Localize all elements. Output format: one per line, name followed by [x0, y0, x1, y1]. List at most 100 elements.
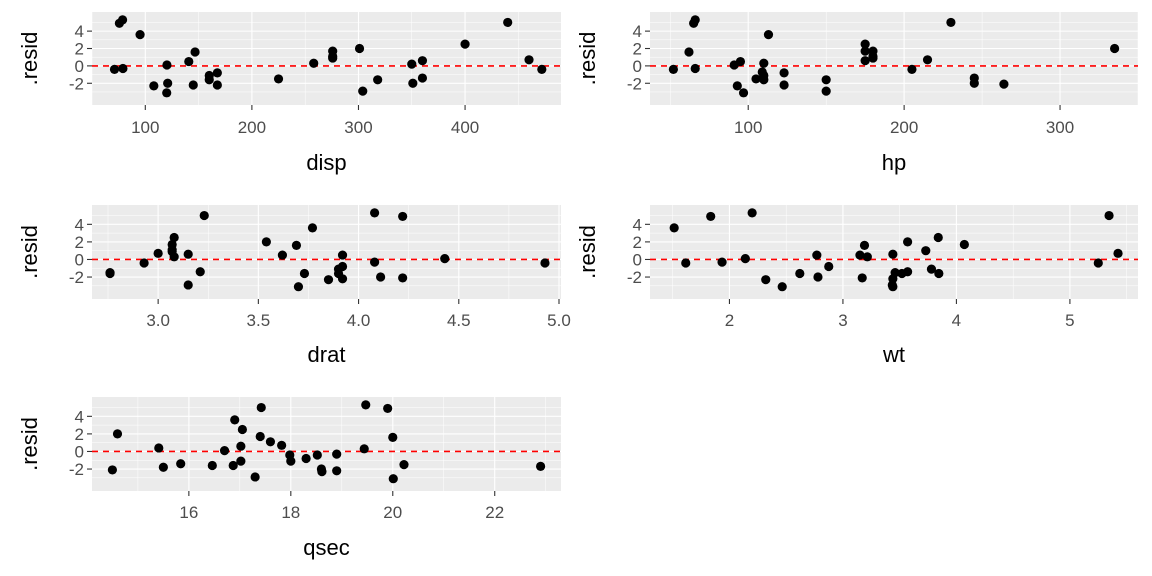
- y-tick-label: 4: [75, 215, 84, 234]
- data-point: [273, 74, 284, 84]
- data-point: [219, 445, 230, 456]
- x-tick-label: 4: [952, 311, 961, 330]
- data-point: [383, 403, 393, 414]
- data-point: [236, 441, 246, 451]
- data-point: [207, 460, 217, 471]
- data-point: [114, 18, 124, 28]
- y-tick-label: 0: [633, 250, 642, 269]
- panel-background: [650, 12, 1138, 105]
- data-point: [684, 47, 694, 57]
- data-point: [440, 253, 450, 264]
- data-point: [946, 17, 956, 28]
- data-point: [277, 250, 288, 260]
- data-point: [399, 460, 409, 470]
- data-point: [732, 81, 742, 91]
- y-tick-label: 0: [75, 250, 84, 269]
- data-point: [706, 211, 716, 222]
- data-point: [230, 415, 240, 425]
- data-point: [460, 39, 470, 49]
- data-point: [681, 258, 691, 268]
- data-point: [959, 239, 969, 250]
- data-point: [813, 272, 823, 282]
- data-point: [167, 246, 177, 257]
- data-point: [903, 237, 913, 247]
- data-point: [107, 465, 117, 475]
- data-point: [309, 58, 319, 68]
- data-point: [139, 258, 149, 268]
- data-point: [407, 59, 417, 69]
- panel-background: [92, 397, 561, 491]
- data-point: [153, 248, 163, 258]
- data-point: [897, 268, 907, 279]
- data-point: [761, 275, 771, 285]
- data-point: [183, 280, 193, 290]
- x-tick-label: 20: [383, 503, 402, 522]
- data-point: [118, 63, 128, 74]
- x-axis-title: disp: [306, 150, 346, 175]
- data-point: [163, 78, 173, 88]
- y-tick-label: -2: [69, 460, 84, 479]
- x-tick-label: 5: [1065, 311, 1074, 330]
- y-axis-title: .resid: [17, 417, 42, 471]
- data-point: [299, 268, 310, 279]
- data-point: [922, 55, 933, 65]
- y-tick-label: 2: [75, 233, 84, 252]
- data-point: [690, 63, 700, 74]
- data-point: [388, 432, 398, 443]
- data-point: [779, 68, 789, 78]
- x-axis-title: wt: [882, 342, 905, 367]
- y-tick-label: 2: [633, 233, 642, 252]
- data-point: [540, 258, 550, 268]
- data-point: [907, 64, 917, 74]
- data-point: [301, 453, 311, 464]
- x-tick-label: 200: [238, 118, 266, 137]
- data-point: [763, 29, 774, 40]
- x-tick-label: 2: [725, 311, 734, 330]
- data-point: [293, 282, 304, 292]
- y-tick-label: 2: [75, 40, 84, 59]
- data-point: [417, 56, 428, 66]
- y-tick-label: 4: [75, 407, 84, 426]
- x-tick-label: 5.0: [547, 311, 571, 330]
- data-point: [316, 464, 327, 474]
- data-point: [250, 472, 260, 482]
- data-point: [373, 75, 383, 85]
- x-tick-label: 3.0: [146, 311, 170, 330]
- y-tick-label: 2: [633, 40, 642, 59]
- data-point: [537, 64, 547, 74]
- data-point: [212, 68, 222, 78]
- data-point: [212, 80, 222, 90]
- data-point: [398, 273, 408, 283]
- data-point: [855, 250, 865, 260]
- data-point: [291, 240, 302, 251]
- data-point: [204, 70, 214, 81]
- x-tick-label: 4.5: [447, 311, 471, 330]
- data-point: [361, 400, 371, 410]
- data-point: [328, 53, 338, 63]
- data-point: [285, 450, 295, 460]
- data-point: [388, 474, 398, 484]
- y-tick-label: 0: [75, 442, 84, 461]
- y-tick-label: -2: [627, 268, 642, 287]
- data-point: [934, 268, 944, 279]
- data-point: [154, 443, 164, 453]
- data-point: [307, 223, 318, 233]
- x-tick-label: 22: [485, 503, 504, 522]
- x-tick-label: 100: [131, 118, 159, 137]
- data-point: [503, 17, 513, 28]
- x-tick-label: 400: [451, 118, 479, 137]
- data-point: [337, 274, 348, 284]
- data-point: [184, 56, 194, 67]
- y-tick-label: 0: [75, 57, 84, 76]
- data-point: [888, 249, 898, 259]
- data-point: [747, 208, 757, 218]
- data-point: [859, 240, 870, 251]
- data-point: [417, 73, 428, 83]
- data-point: [740, 253, 750, 264]
- y-axis-title: .resid: [17, 225, 42, 279]
- data-point: [689, 18, 699, 28]
- data-point: [887, 280, 897, 290]
- y-axis-title: .resid: [575, 225, 600, 279]
